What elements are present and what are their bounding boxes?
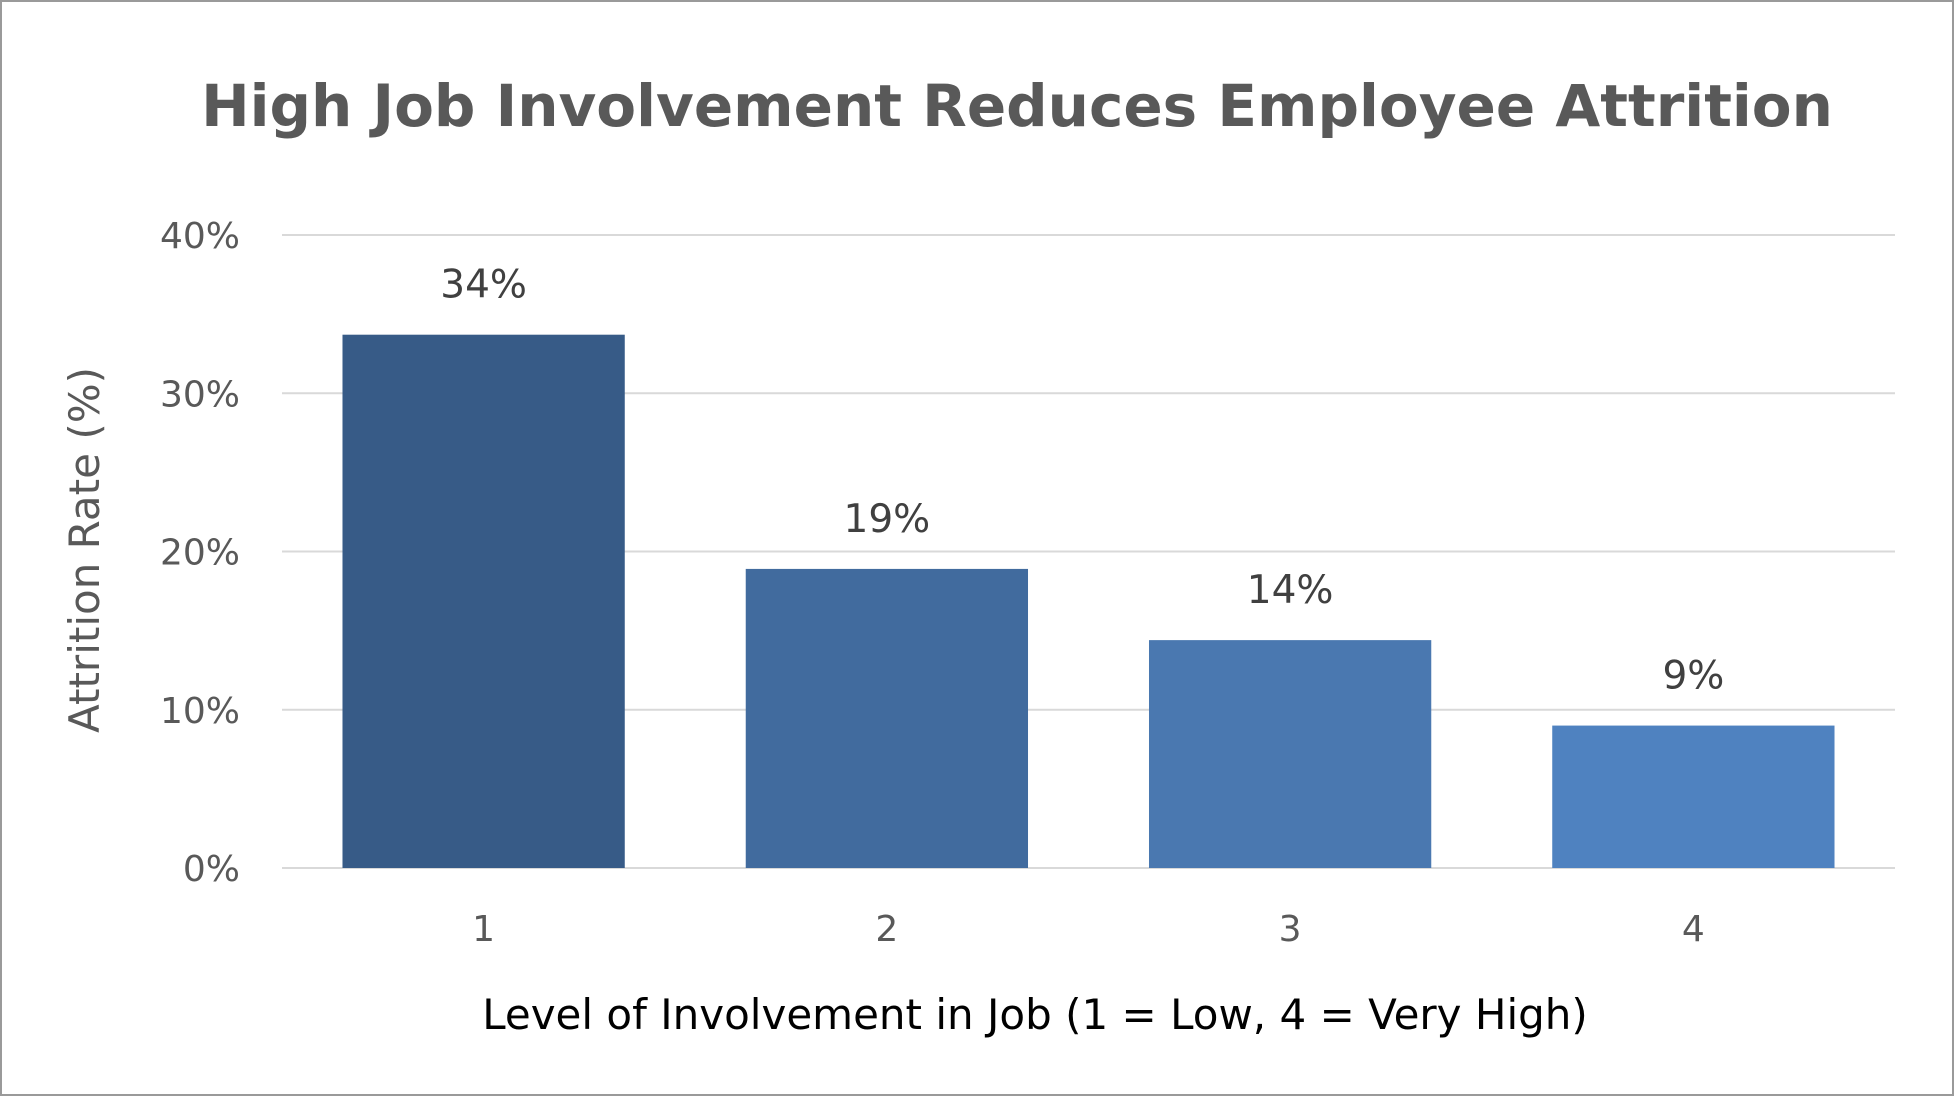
data-label: 19% [844, 497, 931, 542]
y-tick-label: 10% [160, 691, 240, 732]
y-tick-label: 0% [183, 849, 240, 890]
chart-title: High Job Involvement Reduces Employee At… [201, 72, 1833, 140]
y-tick-labels: 0% 10% 20% 30% 40% [160, 216, 240, 890]
y-axis-title: Attrition Rate (%) [60, 367, 109, 733]
y-tick-label: 30% [160, 374, 240, 415]
y-tick-label: 40% [160, 216, 240, 257]
bar-3 [1148, 640, 1432, 868]
data-labels: 34% 19% 14% 9% [440, 263, 1724, 699]
x-tick-label: 2 [875, 909, 898, 950]
bars [342, 334, 1835, 868]
x-tick-label: 3 [1279, 909, 1302, 950]
y-tick-label: 20% [160, 533, 240, 574]
bar-1 [342, 334, 625, 868]
x-tick-label: 4 [1682, 909, 1705, 950]
x-tick-labels: 1 2 3 4 [472, 909, 1705, 950]
x-axis-title: Level of Involvement in Job (1 = Low, 4 … [482, 990, 1588, 1039]
data-label: 9% [1662, 654, 1724, 699]
x-tick-label: 1 [472, 909, 495, 950]
data-label: 14% [1247, 568, 1334, 613]
data-label: 34% [440, 263, 527, 308]
bar-2 [745, 568, 1029, 868]
bar-4 [1552, 725, 1835, 868]
